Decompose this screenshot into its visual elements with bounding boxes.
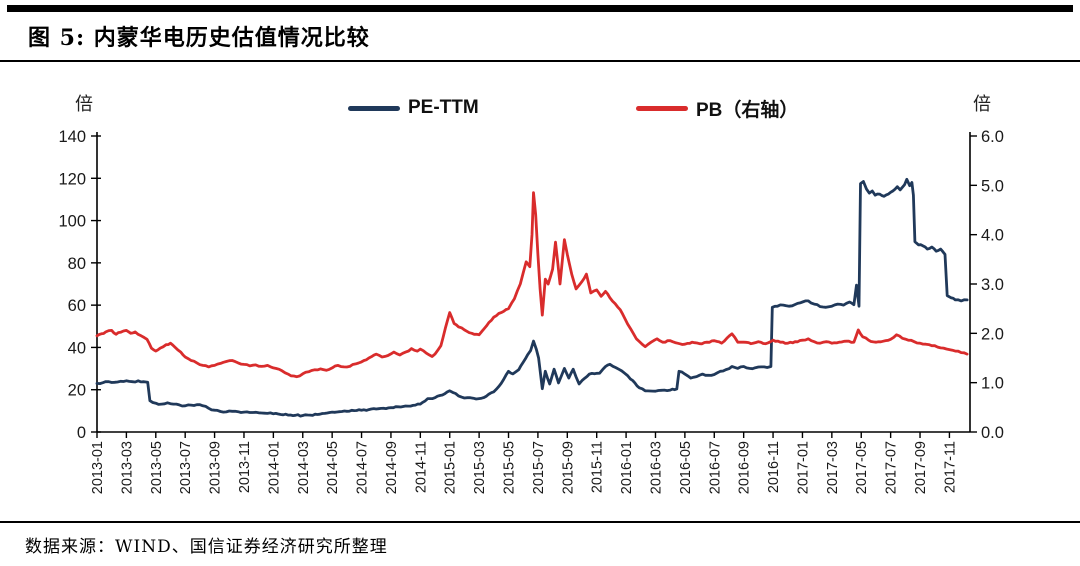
x-axis-tick-label: 2014-09 <box>384 441 400 494</box>
x-axis-tick-label: 2017-03 <box>825 441 841 494</box>
y-axis-left-tick-label: 80 <box>68 255 86 273</box>
chart-plot-area: 0 20 40 60 80 100 120 140 0.0 1.0 2.0 3.0 4.0 5.0 6.0 2… <box>58 128 1004 494</box>
y-axis-right-tick-label: 6.0 <box>981 128 1004 146</box>
x-axis-tick-label: 2014-11 <box>413 441 429 493</box>
x-axis-tick-label: 2017-05 <box>854 441 870 494</box>
valuation-chart: 倍 倍 PE-TTM PB（右轴） 0 20 40 60 80 100 120 140 0.0 1… <box>0 70 1080 520</box>
pb-legend-swatch <box>636 105 688 111</box>
top-rule <box>7 5 1073 12</box>
x-axis-tick-label: 2015-03 <box>472 441 488 494</box>
y-axis-left-tick-label: 40 <box>68 339 86 357</box>
y-axis-left-tick-label: 120 <box>58 170 86 188</box>
x-axis-tick-label: 2015-01 <box>443 441 459 494</box>
x-axis-tick-label: 2016-05 <box>678 441 694 494</box>
x-axis-tick-label: 2014-07 <box>355 441 371 494</box>
left-axis-unit-label: 倍 <box>75 94 93 115</box>
y-axis-right-tick-label: 2.0 <box>981 325 1004 343</box>
y-axis-left-tick-label: 0 <box>77 424 86 442</box>
legend-item-pe-ttm: PE-TTM <box>348 97 479 119</box>
x-axis-tick-label: 2014-03 <box>296 441 312 494</box>
figure-title: 图 5: 内蒙华电历史估值情况比较 <box>28 25 370 51</box>
x-axis-tick-label: 2017-11 <box>942 441 958 493</box>
y-axis-left-tick-label: 20 <box>68 382 86 400</box>
y-axis-left-tick-label: 140 <box>58 128 86 146</box>
x-axis-tick-label: 2013-05 <box>149 441 165 494</box>
x-axis-tick-label: 2016-07 <box>707 441 723 494</box>
pe-ttm-legend-swatch <box>348 105 400 111</box>
y-axis-right-tick-label: 3.0 <box>981 276 1004 294</box>
x-axis-tick-label: 2013-01 <box>90 441 106 494</box>
y-axis-right-tick-label: 1.0 <box>981 375 1004 393</box>
pb-legend-label: PB（右轴） <box>696 99 799 121</box>
x-axis-tick-label: 2013-03 <box>119 441 135 494</box>
x-axis-tick-label: 2016-11 <box>766 441 782 493</box>
x-axis-tick-label: 2015-07 <box>531 441 547 494</box>
x-axis-tick-label: 2013-07 <box>178 441 194 494</box>
x-axis-tick-label: 2015-09 <box>560 441 576 494</box>
x-axis-tick-label: 2014-05 <box>325 441 341 494</box>
x-axis-tick-label: 2016-09 <box>737 441 753 494</box>
data-source-note: 数据来源：WIND、国信证券经济研究所整理 <box>25 537 388 557</box>
y-axis-left-tick-label: 100 <box>58 213 86 231</box>
x-axis-tick-label: 2015-05 <box>502 441 518 494</box>
y-axis-right-tick-label: 4.0 <box>981 227 1004 245</box>
y-axis-left-tick-label: 60 <box>68 297 86 315</box>
x-axis-tick-label: 2013-09 <box>208 441 224 494</box>
x-axis-tick-label: 2016-01 <box>619 441 635 494</box>
x-axis-tick-label: 2014-01 <box>266 441 282 494</box>
footer-divider <box>0 521 1080 523</box>
pe-ttm-legend-label: PE-TTM <box>408 97 479 118</box>
x-axis-tick-label: 2016-03 <box>648 441 664 494</box>
title-divider <box>0 60 1080 62</box>
x-axis-tick-label: 2017-01 <box>795 441 811 494</box>
pb-line <box>95 191 969 379</box>
x-axis-tick-label: 2017-07 <box>884 441 900 494</box>
right-axis-unit-label: 倍 <box>973 94 991 115</box>
x-axis-tick-label: 2015-11 <box>590 441 606 493</box>
x-axis-tick-label: 2013-11 <box>237 441 253 493</box>
pe-ttm-line <box>95 177 969 418</box>
y-axis-right-tick-label: 5.0 <box>981 177 1004 195</box>
y-axis-right-tick-label: 0.0 <box>981 424 1004 442</box>
x-axis-tick-label: 2017-09 <box>913 441 929 494</box>
legend-item-pb: PB（右轴） <box>636 97 799 121</box>
